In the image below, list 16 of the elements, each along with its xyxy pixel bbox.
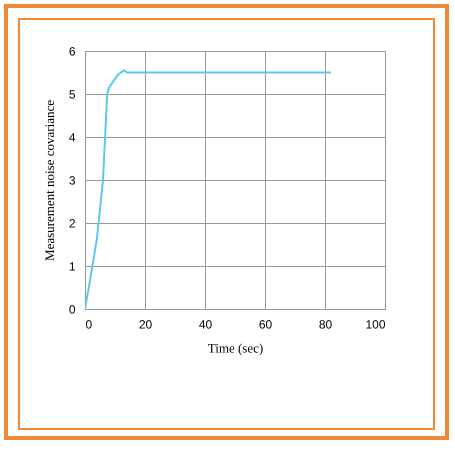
y-tick-label: 5: [68, 88, 76, 102]
y-tick-label: 1: [68, 260, 76, 274]
line-series: [85, 69, 332, 309]
y-tick-label: 3: [68, 174, 76, 188]
x-tick-label: 0: [86, 318, 92, 332]
y-tick-label: 4: [68, 130, 76, 144]
y-tick-label: 0: [68, 302, 76, 316]
x-tick-label: 100: [365, 318, 386, 332]
x-tick-label: 40: [198, 318, 212, 332]
x-tick-label: 20: [138, 318, 152, 332]
x-tick-label: 60: [258, 318, 272, 332]
x-tick-label: 80: [318, 318, 332, 332]
y-tick-label: 2: [68, 216, 76, 230]
x-axis-title: Time (sec): [208, 340, 264, 356]
y-tick-label: 6: [68, 44, 76, 58]
y-axis-title: Measurement noise covariance: [42, 100, 57, 261]
